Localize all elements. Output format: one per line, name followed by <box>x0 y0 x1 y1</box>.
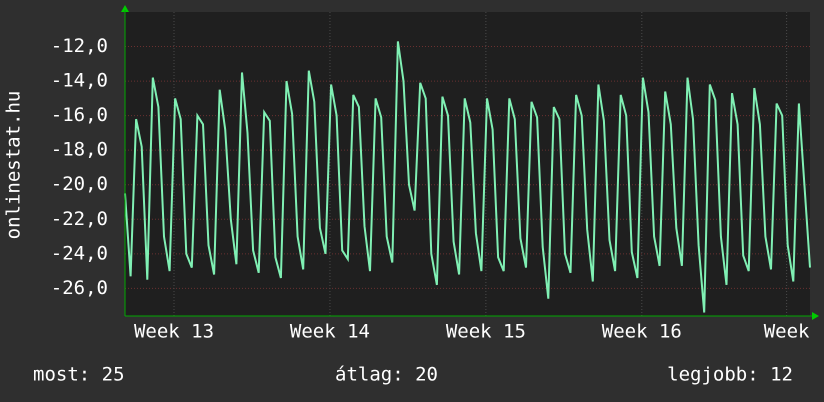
y-tick-label: -14,0 <box>51 70 108 92</box>
y-axis-label: onlinestat.hu <box>3 91 25 240</box>
x-tick-label: Week 15 <box>446 321 526 343</box>
y-tick-label: -16,0 <box>51 104 108 126</box>
y-tick-label: -22,0 <box>51 208 108 230</box>
stat-best: legjobb: 12 <box>667 364 793 386</box>
y-tick-label: -18,0 <box>51 139 108 161</box>
y-tick-label: -26,0 <box>51 277 108 299</box>
stat-average: átlag: 20 <box>335 364 438 386</box>
y-tick-label: -20,0 <box>51 173 108 195</box>
stat-current: most: 25 <box>33 364 125 386</box>
x-tick-label: Week 16 <box>602 321 682 343</box>
x-tick-label: Week 13 <box>134 321 214 343</box>
y-axis-arrow <box>121 5 129 12</box>
series-line <box>124 41 811 313</box>
x-tick-label: Week <box>764 321 810 343</box>
y-tick-label: -12,0 <box>51 35 108 57</box>
y-tick-label: -24,0 <box>51 242 108 264</box>
x-tick-label: Week 14 <box>290 321 370 343</box>
x-axis-arrow <box>812 312 819 320</box>
